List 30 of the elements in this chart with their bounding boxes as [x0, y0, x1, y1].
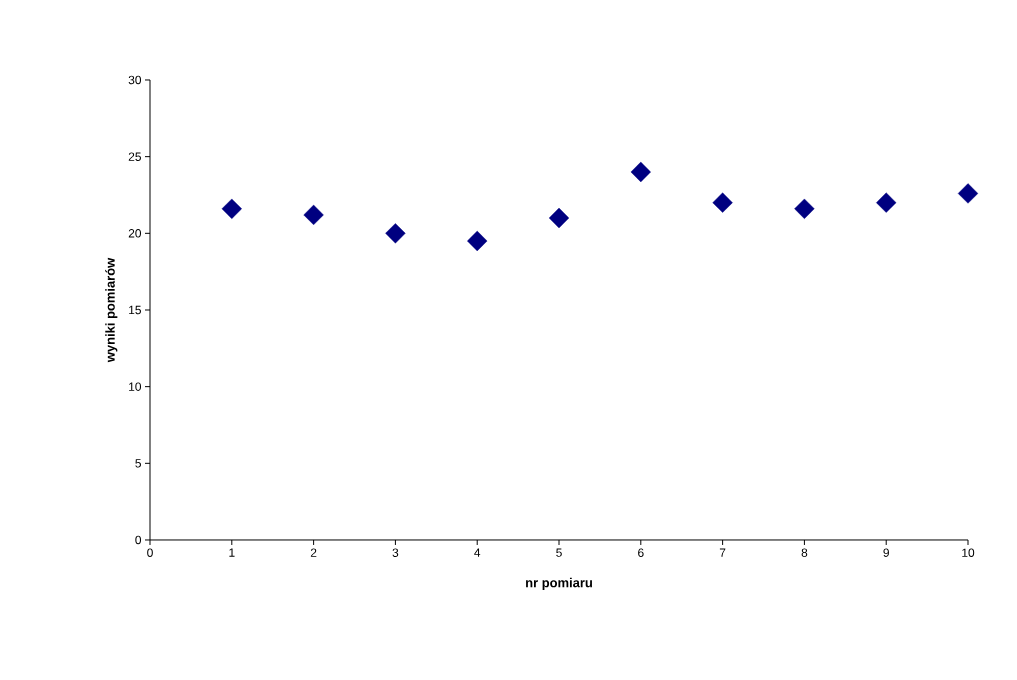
- x-tick-label: 2: [310, 548, 317, 557]
- x-tick-label: 10: [962, 548, 975, 557]
- x-axis-title: nr pomiaru: [526, 577, 592, 590]
- x-tick-label: 0: [147, 548, 153, 557]
- x-tick-label: 8: [801, 548, 808, 557]
- point: [221, 198, 242, 219]
- point: [876, 192, 897, 213]
- y-tick-label: 5: [135, 459, 141, 468]
- point: [385, 223, 406, 244]
- y-tick-label: 25: [128, 152, 141, 161]
- y-axis-title: wyniki pomiarów: [105, 257, 118, 363]
- x-tick-label: 1: [229, 548, 235, 557]
- y-tick-label: 15: [129, 305, 141, 315]
- x-tick-label: 5: [556, 548, 562, 557]
- point: [794, 198, 815, 219]
- y-tick-label: 0: [135, 535, 142, 545]
- x-tick-label: 4: [474, 548, 481, 557]
- y-tick-label: 10: [129, 382, 142, 391]
- y-tick-label: 20: [128, 229, 142, 238]
- x-tick-label: 7: [719, 548, 726, 557]
- y-tick-label: 30: [128, 75, 142, 85]
- x-tick-label: 9: [883, 548, 889, 557]
- point: [548, 207, 570, 229]
- x-tick-label: 3: [392, 548, 399, 557]
- point: [467, 230, 488, 252]
- point: [303, 204, 324, 226]
- point: [957, 183, 979, 204]
- point: [712, 192, 733, 213]
- point: [630, 161, 651, 183]
- x-tick-label: 6: [638, 548, 644, 557]
